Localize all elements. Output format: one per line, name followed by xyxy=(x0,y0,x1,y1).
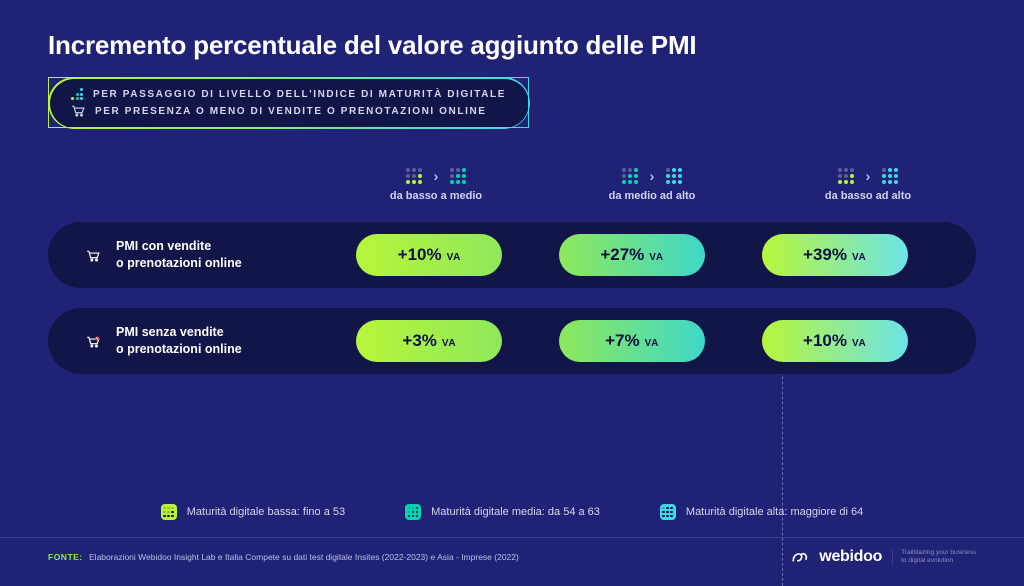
value-text: +39% xyxy=(803,245,847,265)
cart-icon xyxy=(71,105,85,117)
brand-logo-icon xyxy=(791,550,809,564)
source-label: FONTE: xyxy=(48,552,83,562)
dots-icon xyxy=(71,88,83,100)
table-row: PMI senza venditeo prenotazioni online +3… xyxy=(48,308,976,374)
footer: FONTE: Elaborazioni Webidoo Insight Lab … xyxy=(0,537,1024,576)
value-suffix: VA xyxy=(852,252,866,263)
column-header: › da medio ad alto xyxy=(544,168,760,202)
legend-item: Maturità digitale media: da 54 a 63 xyxy=(405,504,600,520)
subtitle-text-1: PER PASSAGGIO DI LIVELLO DELL'INDICE DI … xyxy=(93,89,506,100)
subtitle-line-1: PER PASSAGGIO DI LIVELLO DELL'INDICE DI … xyxy=(71,88,506,100)
legend-item: Maturità digitale alta: maggiore di 64 xyxy=(660,504,863,520)
cart-off-icon xyxy=(86,335,100,347)
value-text: +10% xyxy=(803,331,847,351)
dots-icon xyxy=(406,168,422,184)
column-header-label: da basso a medio xyxy=(328,190,544,202)
value-suffix: VA xyxy=(645,338,659,349)
page-title: Incremento percentuale del valore aggiun… xyxy=(48,30,976,61)
dots-icon xyxy=(666,168,682,184)
legend-swatch xyxy=(660,504,676,520)
legend-label: Maturità digitale bassa: fino a 53 xyxy=(187,506,345,518)
brand-name: webidoo xyxy=(819,548,882,566)
dots-icon xyxy=(882,168,898,184)
value-suffix: VA xyxy=(442,338,456,349)
value-text: +27% xyxy=(600,245,644,265)
dots-icon xyxy=(450,168,466,184)
value-pill: +39% VA xyxy=(762,234,908,276)
legend-swatch xyxy=(405,504,421,520)
brand: webidoo Trailblazing your business to di… xyxy=(791,548,976,566)
dots-icon xyxy=(838,168,854,184)
legend: Maturità digitale bassa: fino a 53 Maturi… xyxy=(0,504,1024,520)
value-text: +10% xyxy=(398,245,442,265)
column-header-label: da medio ad alto xyxy=(544,190,760,202)
legend-swatch xyxy=(161,504,177,520)
chevron-right-icon: › xyxy=(434,168,439,184)
value-pill: +10% VA xyxy=(762,320,908,362)
column-header: › da basso a medio xyxy=(328,168,544,202)
legend-label: Maturità digitale media: da 54 a 63 xyxy=(431,506,600,518)
value-suffix: VA xyxy=(447,252,461,263)
chevron-right-icon: › xyxy=(866,168,871,184)
value-text: +7% xyxy=(605,331,640,351)
dots-icon xyxy=(622,168,638,184)
value-pill: +3% VA xyxy=(356,320,502,362)
source-text: Elaborazioni Webidoo Insight Lab e Itali… xyxy=(89,552,519,562)
chevron-right-icon: › xyxy=(650,168,655,184)
value-suffix: VA xyxy=(852,338,866,349)
column-header: › da basso ad alto xyxy=(760,168,976,202)
brand-tagline: Trailblazing your business to digital ev… xyxy=(892,549,976,565)
data-table: › da basso a medio › da medio ad alto › da ba… xyxy=(48,168,976,374)
value-pill: +7% VA xyxy=(559,320,705,362)
column-header-label: da basso ad alto xyxy=(760,190,976,202)
value-pill: +27% VA xyxy=(559,234,705,276)
value-text: +3% xyxy=(402,331,437,351)
subtitle-text-2: PER PRESENZA O MENO DI VENDITE O PRENOTA… xyxy=(95,106,487,117)
legend-item: Maturità digitale bassa: fino a 53 xyxy=(161,504,345,520)
cart-icon xyxy=(86,249,100,261)
value-suffix: VA xyxy=(649,252,663,263)
column-headers: › da basso a medio › da medio ad alto › da ba… xyxy=(48,168,976,202)
subtitle-line-2: PER PRESENZA O MENO DI VENDITE O PRENOTA… xyxy=(71,105,506,117)
source-citation: FONTE: Elaborazioni Webidoo Insight Lab … xyxy=(48,552,519,562)
row-label: PMI senza venditeo prenotazioni online xyxy=(116,324,242,358)
value-pill: +10% VA xyxy=(356,234,502,276)
table-row: PMI con venditeo prenotazioni online +10%… xyxy=(48,222,976,288)
legend-label: Maturità digitale alta: maggiore di 64 xyxy=(686,506,863,518)
row-label: PMI con venditeo prenotazioni online xyxy=(116,238,242,272)
subtitle-pill: PER PASSAGGIO DI LIVELLO DELL'INDICE DI … xyxy=(48,77,529,128)
